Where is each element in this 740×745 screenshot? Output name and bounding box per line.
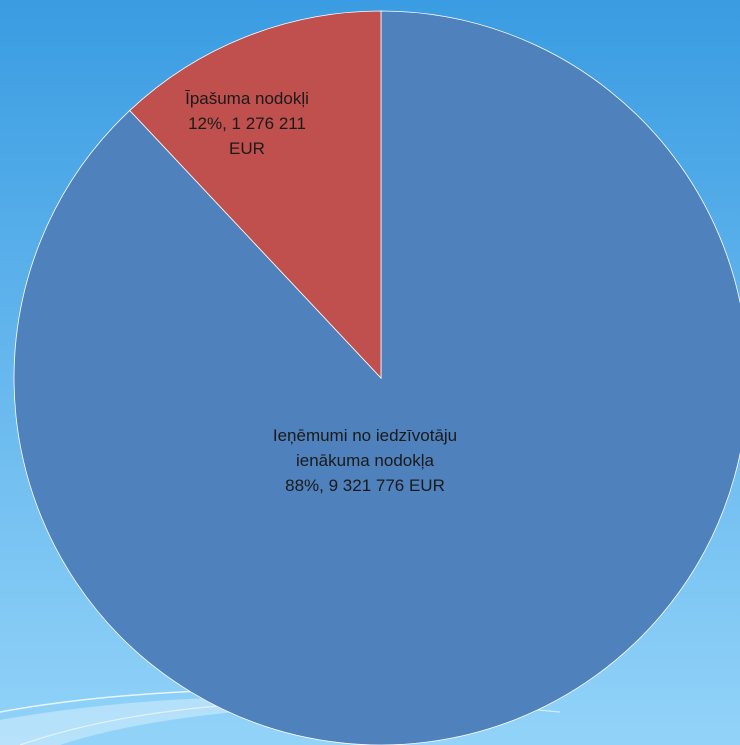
slice-label: Īpašuma nodokļi 12%, 1 276 211 EUR [172, 86, 322, 161]
slice-value-label: 88%, 9 321 776 EUR [285, 476, 445, 495]
pie [13, 10, 740, 745]
slice-label: Ieņēmumi no iedzīvotāju ienākuma nodokļa… [245, 423, 485, 498]
pie-slice [13, 10, 740, 745]
decor-swoosh [0, 696, 480, 745]
pie-slice [129, 10, 382, 380]
slice-category: Ieņēmumi no iedzīvotāju ienākuma nodokļa [272, 426, 458, 470]
slice-value-label: 12%, 1 276 211 EUR [188, 114, 306, 158]
slice-category: Īpašuma nodokļi [185, 89, 309, 108]
